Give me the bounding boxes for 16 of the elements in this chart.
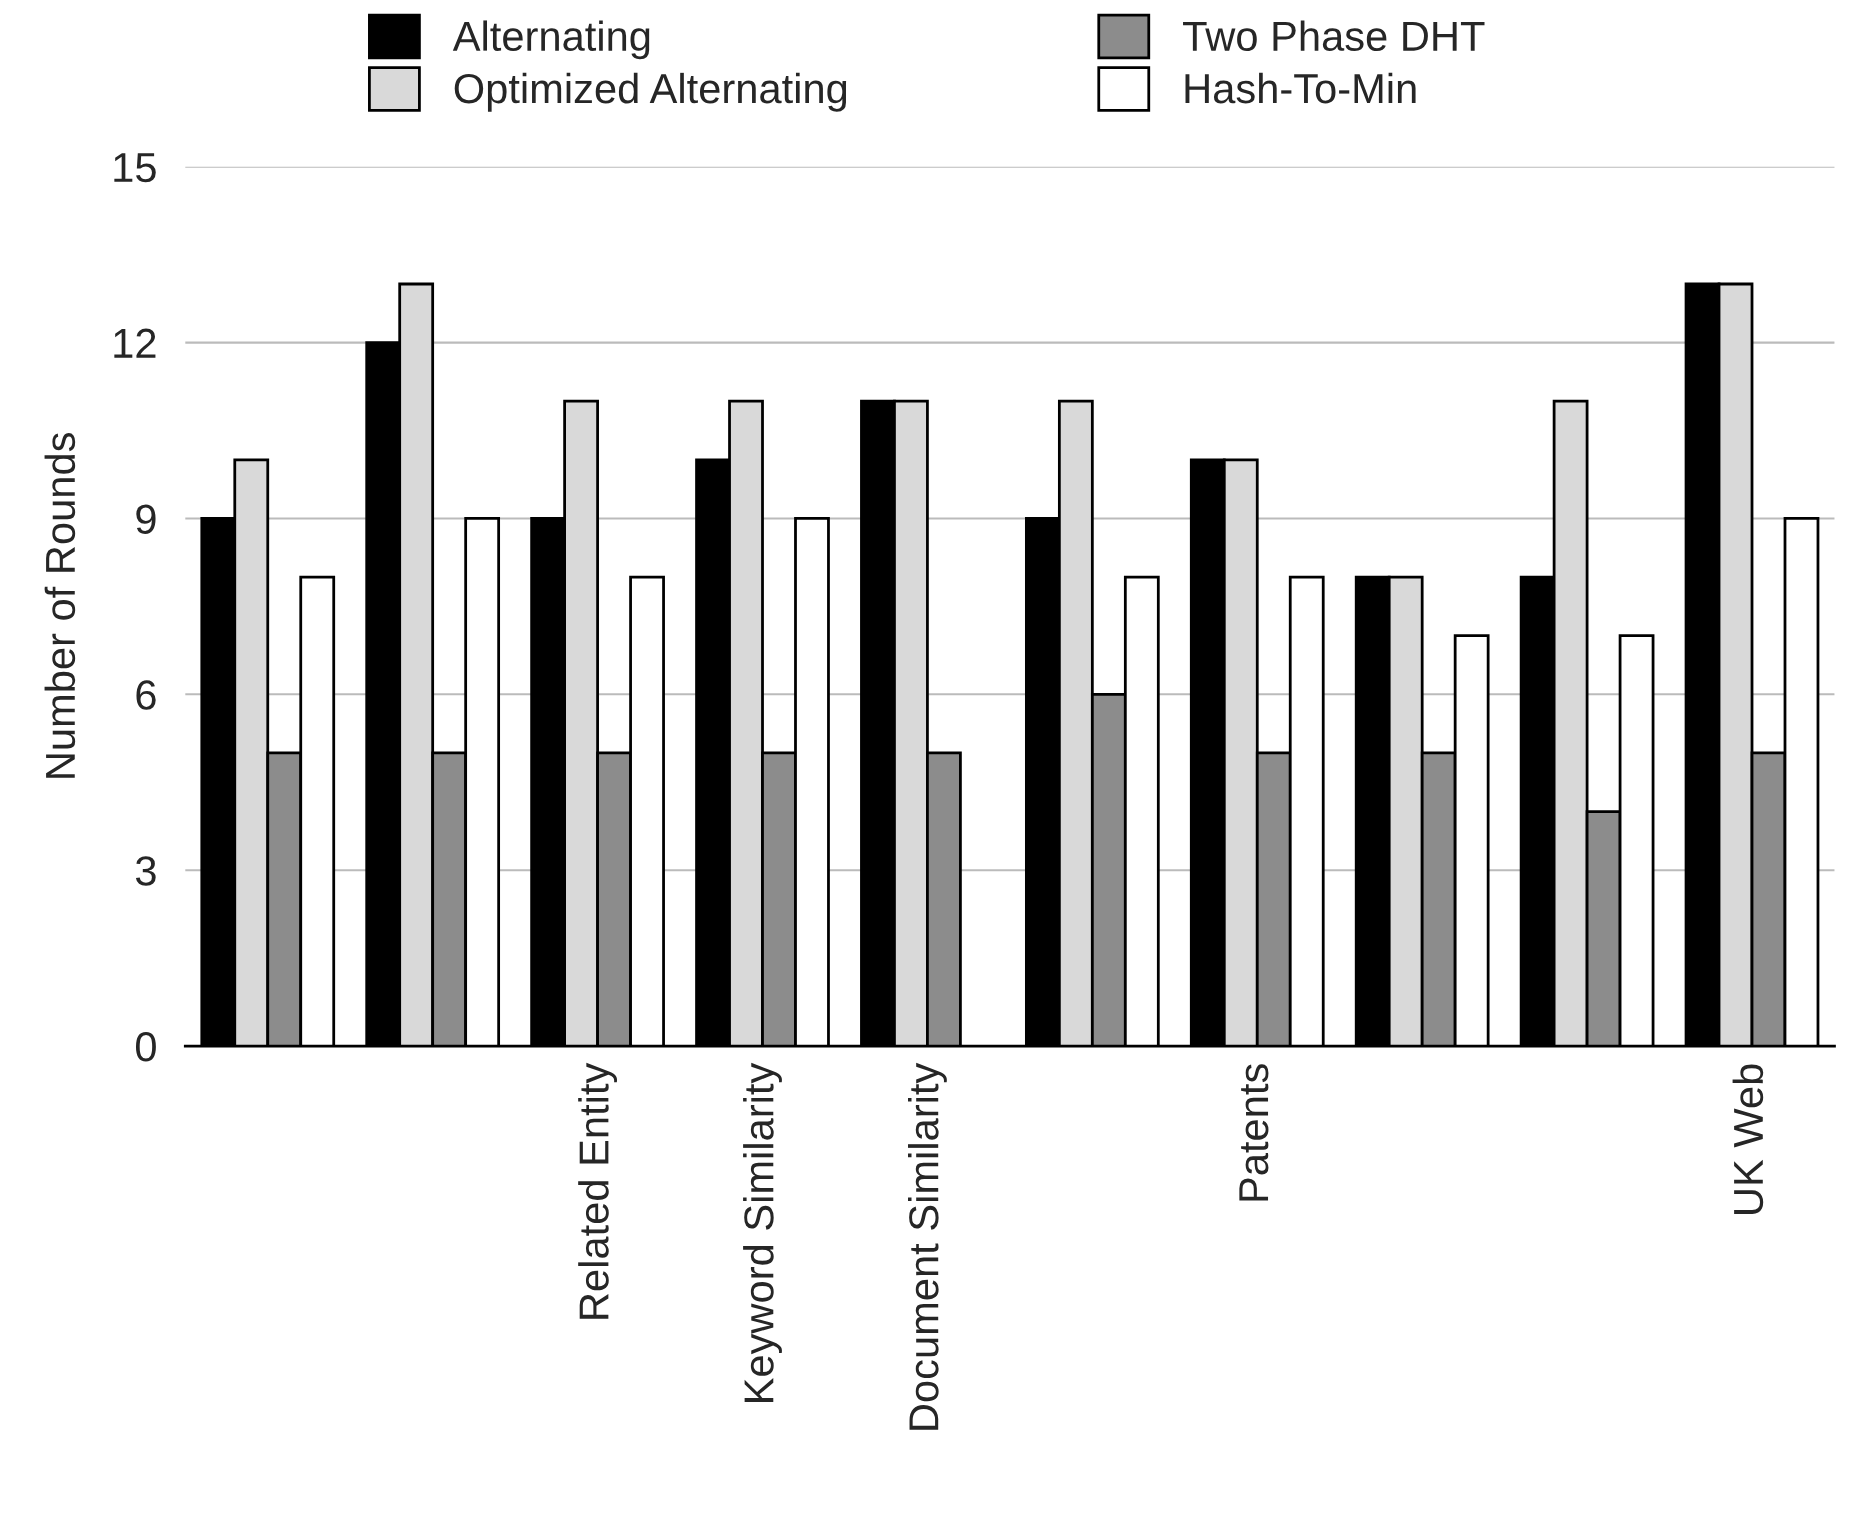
x-tick-label: Patents <box>1239 1064 1269 1201</box>
legend-label: Hash-To-Min <box>1185 72 1416 104</box>
x-tick-label: Related Entity <box>578 1062 618 1319</box>
x-tick-label: Document Similarity <box>908 1062 947 1430</box>
y-axis-title: Number of Rounds <box>44 433 76 778</box>
y-tick-label: 9 <box>136 504 156 534</box>
y-tick-label: 3 <box>135 856 156 886</box>
y-tick-label: 0 <box>135 1032 156 1062</box>
y-tick-label: 12 <box>114 328 156 358</box>
x-tick-label: UK Web <box>1732 1064 1764 1214</box>
legend-label: Two Phase DHT <box>1183 20 1485 52</box>
legend-label: Optimized Alternating <box>454 72 847 112</box>
x-tick-label: Keyword Similarity <box>743 1062 782 1402</box>
legend-label: Alternating <box>452 20 650 60</box>
y-tick-label: 6 <box>136 680 156 710</box>
y-tick-label: 15 <box>114 153 156 183</box>
